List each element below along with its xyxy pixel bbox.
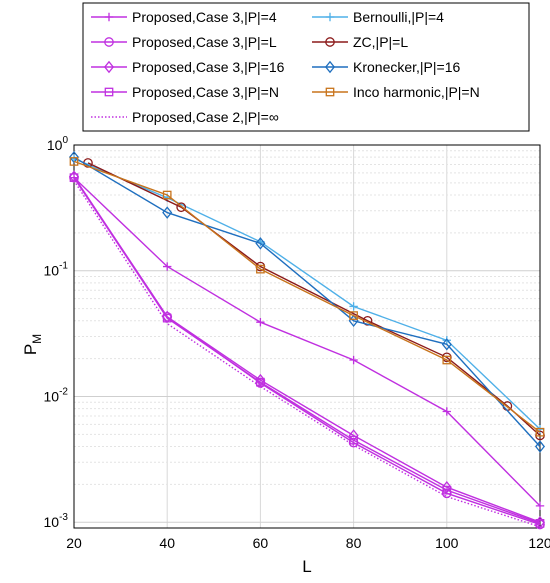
series-line [73, 160, 541, 433]
legend-label: ZC,|P|=L [353, 34, 408, 50]
data-point [535, 427, 545, 437]
data-point [535, 501, 545, 511]
data-point [176, 202, 187, 213]
grid [73, 144, 541, 529]
y-tick-base: 10 [44, 514, 60, 530]
series-line [73, 176, 541, 523]
y-axis-label-subscript: M [30, 334, 44, 344]
x-tick-label: 40 [159, 535, 175, 551]
data-point [162, 206, 173, 219]
series-line [73, 177, 541, 526]
data-point [349, 302, 358, 311]
data-point [442, 407, 451, 416]
legend-label: Proposed,Case 3,|P|=N [132, 84, 279, 100]
data-point [163, 262, 172, 271]
legend-label: Proposed,Case 2,|P|=∞ [132, 109, 279, 125]
data-point [441, 480, 452, 494]
data-point [442, 485, 452, 495]
series-9 [69, 157, 545, 437]
series-2 [69, 172, 545, 530]
y-tick-base: 10 [47, 137, 63, 153]
series-line [73, 156, 541, 447]
legend-item: Inco harmonic,|P|=N [312, 84, 480, 100]
legend: Proposed,Case 3,|P|=4 Bernoulli,|P|=4 Prop… [82, 2, 530, 132]
data-point [255, 237, 266, 250]
data-point [535, 518, 545, 528]
x-axis-label: L [302, 557, 311, 576]
series-layer [68, 150, 546, 530]
y-axis-label: PM [21, 334, 44, 355]
legend-marker [103, 60, 115, 74]
legend-label: Proposed,Case 3,|P|=16 [132, 59, 285, 75]
legend-marker [104, 87, 114, 97]
legend-box [82, 2, 530, 132]
x-tick-label: 120 [528, 535, 550, 551]
legend-marker [324, 60, 336, 74]
data-point [442, 355, 452, 365]
data-point [256, 264, 265, 274]
series-line [73, 177, 541, 524]
series-line [73, 157, 541, 430]
legend-marker [325, 87, 335, 97]
legend-label: Kronecker,|P|=16 [353, 59, 460, 75]
legend-item: Proposed,Case 3,|P|=4 [91, 9, 277, 25]
y-tick-exponent: -2 [59, 386, 68, 397]
legend-item: Proposed,Case 3,|P|=16 [91, 59, 285, 75]
data-point [349, 435, 358, 445]
series-line [73, 180, 541, 528]
legend-marker [325, 37, 335, 47]
y-tick-label: 10-2 [44, 386, 69, 404]
series-4 [69, 173, 545, 528]
legend-item: ZC,|P|=L [312, 34, 408, 50]
data-point [349, 355, 358, 365]
series-8 [68, 150, 546, 453]
legend-item: Proposed,Case 3,|P|=N [91, 84, 279, 100]
y-tick-base: 10 [44, 263, 60, 279]
x-tick-label: 20 [66, 535, 82, 551]
series-3 [68, 170, 546, 529]
data-point [256, 317, 265, 327]
series-line [87, 162, 541, 437]
series-1 [69, 173, 545, 511]
y-tick-label: 10-1 [44, 261, 69, 279]
y-tick-label: 10-3 [44, 512, 69, 530]
y-tick-exponent: -1 [59, 261, 68, 272]
y-axis-label-main: P [21, 344, 40, 355]
legend-marker [104, 12, 114, 22]
legend-label: Bernoulli,|P|=4 [353, 9, 444, 25]
legend-item: Bernoulli,|P|=4 [312, 9, 444, 25]
x-tick-label: 80 [346, 535, 362, 551]
legend-item: Proposed,Case 2,|P|=∞ [91, 109, 279, 125]
data-point [349, 311, 358, 320]
plot-frame [73, 144, 541, 529]
data-point [256, 377, 265, 387]
legend-label: Proposed,Case 3,|P|=4 [132, 9, 277, 25]
x-tick-label: 60 [253, 535, 269, 551]
y-tick-exponent: 0 [62, 135, 68, 146]
data-point [162, 190, 172, 200]
x-tick-label: 100 [435, 535, 459, 551]
series-7 [83, 158, 545, 441]
legend-item: Proposed,Case 3,|P|=L [91, 34, 277, 50]
data-point [441, 338, 452, 351]
legend-marker [325, 12, 335, 22]
data-point [442, 336, 451, 345]
y-tick-base: 10 [44, 388, 60, 404]
y-tick-exponent: -3 [59, 512, 68, 523]
series-5 [73, 180, 541, 528]
legend-marker [104, 37, 114, 47]
data-point [68, 150, 80, 164]
y-tick-label: 100 [47, 135, 69, 153]
legend-item: Kronecker,|P|=16 [312, 59, 460, 75]
data-point [534, 440, 546, 453]
data-point [162, 313, 172, 323]
legend-label: Proposed,Case 3,|P|=L [132, 34, 277, 50]
data-point [69, 157, 79, 166]
series-line [73, 177, 541, 507]
legend-label: Inco harmonic,|P|=N [353, 84, 480, 100]
